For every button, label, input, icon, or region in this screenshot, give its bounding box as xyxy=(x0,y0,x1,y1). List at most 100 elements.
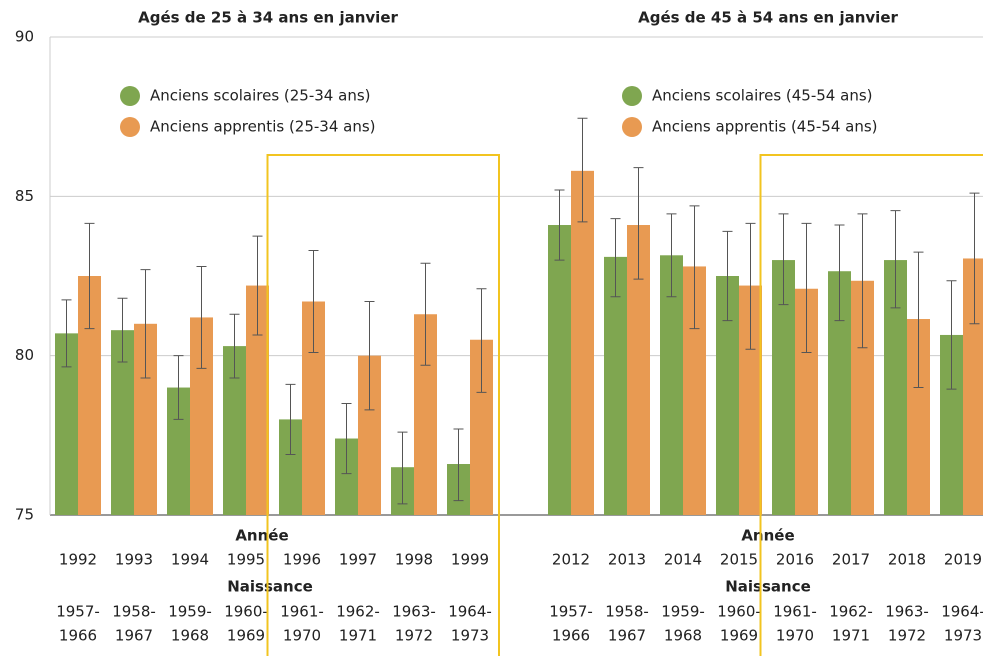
error-bar xyxy=(117,297,128,363)
legend-label: Anciens scolaires (25-34 ans) xyxy=(150,87,371,105)
error-bar xyxy=(252,235,263,336)
x-tick-label: 1993 xyxy=(115,551,153,569)
legend-label: Anciens apprentis (45-54 ans) xyxy=(652,118,878,136)
legend-swatch xyxy=(120,117,140,137)
cohort-label: 1959- xyxy=(168,603,212,621)
x-tick-label: 1995 xyxy=(227,551,265,569)
x-tick-label: 1994 xyxy=(171,551,209,569)
error-bar xyxy=(913,251,924,389)
bar xyxy=(795,288,818,515)
cohort-label: 1971 xyxy=(339,627,377,645)
error-bar xyxy=(745,222,756,350)
x-tick-label: 1998 xyxy=(395,551,433,569)
bar xyxy=(772,260,795,515)
error-bar xyxy=(722,230,733,322)
error-bar xyxy=(801,222,812,353)
cohort-label: 1970 xyxy=(283,627,321,645)
error-bar xyxy=(969,192,980,325)
error-bar xyxy=(140,269,151,379)
cohort-label: 1964- xyxy=(448,603,492,621)
cohort-label: 1961- xyxy=(773,603,817,621)
error-bar xyxy=(666,213,677,298)
cohort-label: 1960- xyxy=(717,603,761,621)
legend-swatch xyxy=(622,86,642,106)
cohort-label: 1967 xyxy=(608,627,646,645)
cohort-label: 1967 xyxy=(115,627,153,645)
highlight-box xyxy=(759,154,983,656)
highlight-box xyxy=(266,154,500,656)
error-bar xyxy=(84,222,95,330)
x-tick-label: 1992 xyxy=(59,551,97,569)
cohort-label: 1962- xyxy=(336,603,380,621)
legend-swatch xyxy=(622,117,642,137)
error-bar xyxy=(420,262,431,366)
cohort-label: 1959- xyxy=(661,603,705,621)
x-tick-label: 2018 xyxy=(888,551,926,569)
cohort-label: 1962- xyxy=(829,603,873,621)
cohort-label: 1968 xyxy=(664,627,702,645)
x-tick-label: 2017 xyxy=(832,551,870,569)
bar xyxy=(358,355,381,515)
cohort-label: 1969 xyxy=(720,627,758,645)
bar xyxy=(223,346,246,515)
bar xyxy=(571,170,594,515)
bar xyxy=(716,276,739,515)
cohort-label: 1970 xyxy=(776,627,814,645)
error-bar xyxy=(341,402,352,475)
bar xyxy=(627,225,650,515)
error-bar xyxy=(308,250,319,353)
cohort-label: 1966 xyxy=(552,627,590,645)
x-axis-label: Année xyxy=(235,527,288,545)
cohort-label: 1957- xyxy=(56,603,100,621)
x-tick-label: 1996 xyxy=(283,551,321,569)
cohort-label: 1958- xyxy=(112,603,156,621)
cohort-label: 1960- xyxy=(224,603,268,621)
cohort-label: 1969 xyxy=(227,627,265,645)
error-bar xyxy=(196,265,207,369)
error-bar xyxy=(633,167,644,280)
bar xyxy=(414,314,437,515)
error-bar xyxy=(610,218,621,298)
x2-axis-label: Naissance xyxy=(725,578,811,596)
bar xyxy=(111,330,134,515)
bar xyxy=(604,256,627,515)
x-tick-label: 2012 xyxy=(552,551,590,569)
bar xyxy=(940,334,963,515)
bar xyxy=(884,260,907,515)
bar xyxy=(78,276,101,515)
y-tick-label: 80 xyxy=(15,346,34,364)
x-tick-label: 2015 xyxy=(720,551,758,569)
bar xyxy=(246,285,269,515)
cohort-label: 1958- xyxy=(605,603,649,621)
legend-label: Anciens apprentis (25-34 ans) xyxy=(150,118,376,136)
cohort-label: 1966 xyxy=(59,627,97,645)
error-bar xyxy=(285,383,296,455)
y-tick-label: 75 xyxy=(15,506,34,524)
bar xyxy=(470,339,493,515)
bar xyxy=(279,419,302,515)
cohort-label: 1963- xyxy=(392,603,436,621)
error-bar xyxy=(778,213,789,306)
y-tick-label: 90 xyxy=(15,28,34,46)
bar xyxy=(55,333,78,515)
x2-axis-label: Naissance xyxy=(227,578,313,596)
error-bar xyxy=(834,224,845,322)
x-axis-label: Année xyxy=(741,527,794,545)
cohort-label: 1973 xyxy=(451,627,489,645)
error-bar xyxy=(476,288,487,393)
error-bar xyxy=(229,313,240,379)
bar xyxy=(907,319,930,515)
bar xyxy=(134,323,157,515)
error-bar xyxy=(890,210,901,309)
cohort-label: 1971 xyxy=(832,627,870,645)
legend-label: Anciens scolaires (45-54 ans) xyxy=(652,87,873,105)
cohort-label: 1968 xyxy=(171,627,209,645)
bar xyxy=(963,258,983,515)
error-bar xyxy=(397,431,408,505)
error-bar xyxy=(364,300,375,411)
cohort-label: 1964- xyxy=(941,603,983,621)
bar xyxy=(302,301,325,515)
bar xyxy=(190,317,213,515)
bar xyxy=(851,280,874,515)
panel-title: Agés de 45 à 54 ans en janvier xyxy=(638,9,898,27)
